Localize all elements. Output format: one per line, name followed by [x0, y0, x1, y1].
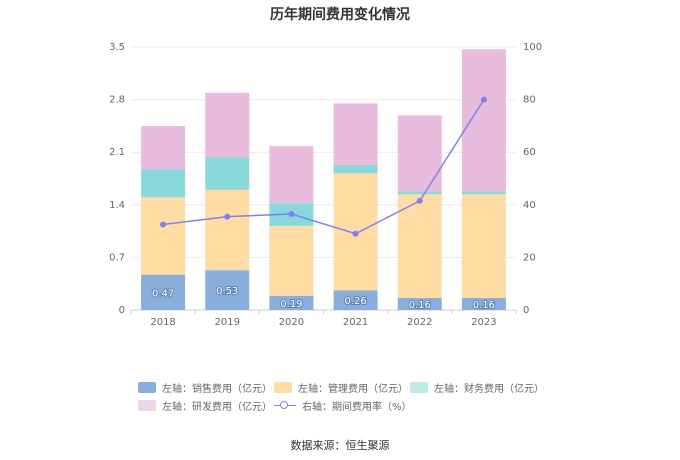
bar-segment-finance: [333, 164, 378, 174]
bar-segment-finance: [205, 157, 250, 190]
legend-swatch-finance: [410, 382, 428, 393]
legend-item-sales[interactable]: 左轴：销售费用（亿元）: [138, 380, 272, 395]
bar-segment-rd: [461, 49, 506, 192]
right-axis-tick-label: 80: [523, 95, 536, 106]
left-axis-tick-label: 3.5: [109, 42, 125, 53]
left-axis-tick-label: 0.7: [109, 252, 125, 263]
ratio-point: [160, 221, 167, 228]
left-axis-tick-label: 1.4: [109, 200, 125, 211]
legend-label-finance: 左轴：财务费用（亿元）: [434, 384, 544, 395]
x-axis-tick-label: 2021: [343, 317, 368, 328]
chart-title: 历年期间费用变化情况: [270, 7, 410, 23]
left-axis-tick-label: 2.8: [109, 95, 125, 106]
right-axis-tick-label: 20: [523, 252, 536, 263]
legend-label-ratio: 右轴：期间费用率（%）: [302, 402, 412, 413]
ratio-point: [416, 197, 423, 204]
bar-segment-rd: [269, 146, 314, 204]
bar-segment-finance: [461, 191, 506, 195]
data-source: 数据来源：恒生聚源: [290, 439, 390, 452]
ratio-line: [162, 99, 485, 235]
bar-segment-admin: [205, 189, 250, 271]
bar-data-label: 0.16: [409, 300, 431, 311]
legend-item-finance[interactable]: 左轴：财务费用（亿元）: [410, 380, 544, 395]
bar-segment-sales: [397, 297, 442, 310]
bar-segment-rd: [141, 125, 186, 170]
ratio-point: [288, 211, 295, 218]
chart-plot: 0 0.7 1.4 2.1 2.8 3.5 0 20 40 60 80 100 2018 2019 2020…: [109, 42, 542, 328]
x-axis-tick-label: 2018: [150, 317, 175, 328]
bar-segment-finance: [397, 191, 442, 195]
bar-segment-sales: [141, 274, 186, 310]
x-axis-tick-label: 2019: [215, 317, 240, 328]
right-axis-tick-label: 100: [523, 42, 542, 53]
ratio-point: [480, 96, 487, 103]
bar-segment-rd: [205, 92, 250, 158]
right-axis-tick-label: 60: [523, 147, 536, 158]
legend-item-rd[interactable]: 左轴：研发费用（亿元）: [138, 398, 272, 413]
bar-data-label: 0.16: [473, 300, 495, 311]
right-axis-tick-label: 40: [523, 200, 536, 211]
bar-segment-admin: [141, 197, 186, 275]
bar-data-label: 0.26: [344, 296, 366, 307]
ratio-point: [224, 213, 231, 220]
bar-segment-admin: [397, 194, 442, 298]
bar-segment-sales: [269, 295, 314, 310]
ratio-point: [352, 230, 359, 237]
bar-segment-sales: [461, 297, 506, 310]
bar-segment-admin: [461, 194, 506, 298]
bar-segment-sales: [205, 270, 250, 310]
legend-item-admin[interactable]: 左轴：管理费用（亿元）: [274, 380, 408, 395]
bar-segment-rd: [397, 115, 442, 192]
left-axis-tick-label: 2.1: [109, 147, 125, 158]
legend-swatch-ratio: [274, 400, 296, 412]
legend-swatch-admin: [274, 382, 292, 393]
bar-segment-admin: [269, 225, 314, 296]
legend-swatch-rd: [138, 400, 156, 411]
left-axis-tick-label: 0: [119, 305, 125, 316]
bar-segment-rd: [333, 103, 378, 165]
legend-item-ratio[interactable]: 右轴：期间费用率（%）: [274, 398, 412, 413]
legend-swatch-sales: [138, 382, 156, 393]
bar-data-label: 0.19: [280, 299, 302, 310]
legend-label-rd: 左轴：研发费用（亿元）: [162, 402, 272, 413]
bar-segment-finance: [141, 169, 186, 198]
right-axis-tick-label: 0: [523, 305, 529, 316]
legend-label-sales: 左轴：销售费用（亿元）: [162, 384, 272, 395]
legend-label-admin: 左轴：管理费用（亿元）: [298, 384, 408, 395]
bar-segment-sales: [333, 290, 378, 310]
x-axis-tick-label: 2020: [279, 317, 304, 328]
bar-data-label: 0.53: [216, 286, 238, 297]
x-axis-tick-label: 2022: [407, 317, 432, 328]
x-axis-tick-label: 2023: [471, 317, 496, 328]
bar-data-label: 0.47: [152, 288, 174, 299]
